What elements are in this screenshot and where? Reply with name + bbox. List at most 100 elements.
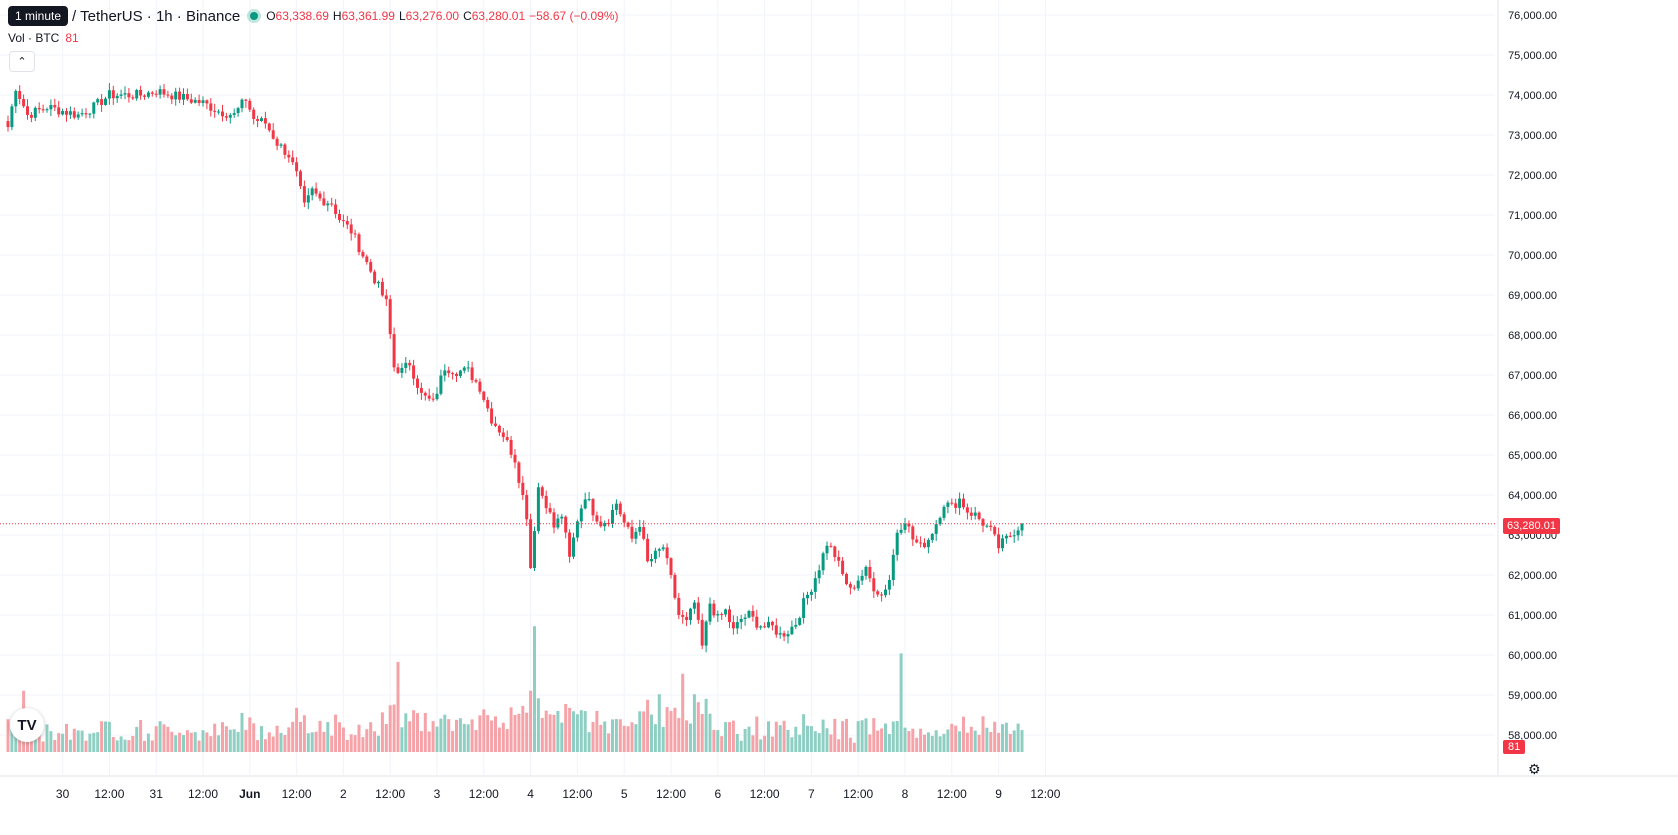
price-tick-label: 68,000.00 bbox=[1508, 330, 1557, 342]
volume-bar bbox=[283, 734, 287, 752]
candle-body bbox=[123, 93, 127, 95]
candle-body bbox=[751, 611, 755, 617]
volume-bar bbox=[111, 737, 115, 752]
volume-bar bbox=[884, 723, 887, 752]
collapse-legend-button[interactable]: ⌃ bbox=[9, 51, 35, 72]
price-tick-label: 66,000.00 bbox=[1508, 410, 1557, 422]
candle-body bbox=[591, 499, 595, 516]
candle-body bbox=[809, 591, 813, 595]
candle-body bbox=[458, 370, 462, 376]
volume-bar bbox=[981, 716, 985, 752]
volume-bar bbox=[525, 712, 529, 752]
volume-bar bbox=[638, 711, 642, 752]
candle-body bbox=[1016, 530, 1020, 536]
candle-body bbox=[338, 213, 341, 221]
symbol-title[interactable]: / TetherUS · 1h · Binance bbox=[72, 7, 241, 25]
candle-body bbox=[318, 193, 322, 199]
volume-bar bbox=[837, 739, 841, 752]
volume-bar bbox=[388, 705, 392, 752]
candle-body bbox=[848, 584, 852, 588]
candle-body bbox=[221, 111, 224, 117]
gear-icon[interactable]: ⚙ bbox=[1528, 761, 1541, 777]
candle-body bbox=[821, 553, 825, 571]
tradingview-logo[interactable]: TV bbox=[10, 708, 44, 742]
time-axis: 30 12:00 31 12:00 Jun 12:00 2 12:00 3 12:00 4 12:00… bbox=[0, 775, 1678, 801]
volume-bar bbox=[380, 712, 384, 752]
candle-body bbox=[166, 94, 170, 96]
candle-body bbox=[829, 545, 833, 547]
volume-bar bbox=[669, 711, 673, 752]
chevron-up-icon: ⌃ bbox=[17, 56, 27, 68]
volume-bar bbox=[146, 733, 150, 752]
candle-body bbox=[548, 508, 552, 513]
candle-body bbox=[65, 111, 68, 115]
volume-bar bbox=[478, 715, 482, 752]
volume-label[interactable]: Vol · BTC bbox=[8, 31, 60, 45]
volume-bar bbox=[501, 722, 505, 752]
candle-body bbox=[388, 299, 392, 335]
candle-body bbox=[673, 574, 677, 598]
volume-bar bbox=[490, 720, 494, 752]
candle-body bbox=[135, 89, 139, 99]
candle-body bbox=[416, 378, 419, 388]
candle-body bbox=[735, 622, 739, 629]
candle-body bbox=[770, 621, 774, 626]
candle-body bbox=[22, 98, 26, 107]
candle-body bbox=[958, 498, 962, 508]
candle-body bbox=[1004, 535, 1008, 539]
candle-body bbox=[287, 154, 291, 158]
candle-body bbox=[611, 509, 614, 524]
price-tick-label: 58,000.00 bbox=[1508, 730, 1557, 742]
candle-body bbox=[57, 107, 61, 115]
volume-bar bbox=[540, 718, 544, 752]
interval-tooltip: 1 minute bbox=[8, 6, 69, 26]
price-tick-label: 72,000.00 bbox=[1508, 170, 1557, 182]
time-tick-label: 12:00 bbox=[375, 787, 405, 801]
candle-body bbox=[361, 252, 365, 257]
candle-body bbox=[962, 498, 965, 508]
volume-bar bbox=[536, 698, 540, 752]
price-tick-label: 76,000.00 bbox=[1508, 10, 1557, 22]
volume-bar bbox=[365, 729, 369, 752]
candle-body bbox=[833, 546, 837, 558]
candle-body bbox=[275, 138, 279, 146]
candle-body bbox=[193, 99, 197, 103]
volume-bar bbox=[997, 732, 1001, 752]
volume-bar bbox=[482, 709, 486, 752]
candle-body bbox=[146, 92, 150, 97]
volume-bar bbox=[973, 730, 977, 752]
candle-body bbox=[302, 186, 306, 203]
candle-body bbox=[864, 566, 868, 576]
candle-body bbox=[989, 525, 993, 527]
candle-body bbox=[817, 570, 821, 579]
candle-body bbox=[533, 531, 536, 569]
candle-body bbox=[365, 256, 369, 263]
candle-body bbox=[174, 91, 178, 100]
volume-bar bbox=[911, 728, 915, 752]
candle-body bbox=[33, 107, 37, 118]
candle-body bbox=[895, 532, 899, 555]
candle-body bbox=[915, 539, 919, 543]
volume-bar bbox=[431, 721, 435, 752]
volume-bar bbox=[361, 737, 365, 752]
candle-body bbox=[345, 221, 349, 225]
volume-bar bbox=[18, 731, 22, 752]
volume-bar bbox=[692, 694, 696, 752]
candle-body bbox=[525, 495, 529, 520]
candle-body bbox=[583, 499, 587, 509]
volume-bar bbox=[221, 722, 224, 752]
volume-bar bbox=[104, 721, 107, 752]
candle-body bbox=[634, 531, 638, 539]
time-tick-label: 12:00 bbox=[469, 787, 499, 801]
candle-body bbox=[696, 602, 700, 620]
candle-body bbox=[630, 526, 634, 539]
price-tick-label: 73,000.00 bbox=[1508, 130, 1557, 142]
candle-body bbox=[997, 534, 1001, 549]
volume-bar bbox=[677, 718, 681, 752]
volume-bar bbox=[377, 735, 380, 752]
candle-body bbox=[778, 633, 782, 635]
candle-body bbox=[236, 108, 240, 114]
candle-body bbox=[162, 89, 166, 95]
volume-bar bbox=[919, 728, 923, 752]
